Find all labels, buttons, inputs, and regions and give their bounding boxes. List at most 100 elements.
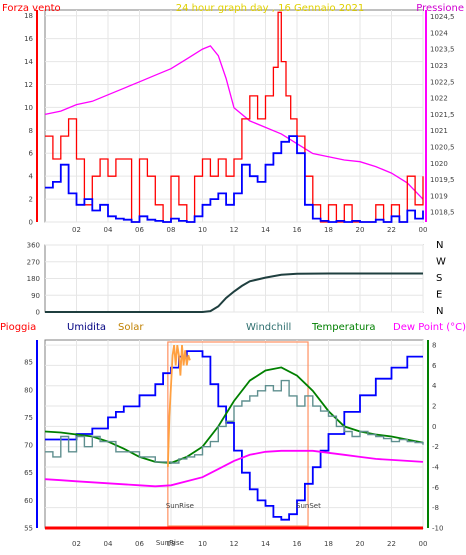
compass-label: N <box>436 240 443 251</box>
y-right-tick-label: 1022 <box>430 95 448 103</box>
y-right-tick-label: 1023 <box>430 62 448 70</box>
y-right-tick-label: -6 <box>432 484 440 492</box>
x-tick-label: 16 <box>293 540 302 548</box>
series-line-direction <box>45 272 423 313</box>
y-left-tick-label: 2 <box>29 196 33 204</box>
y-left-tick-label: 85 <box>24 359 33 367</box>
y-left-tick-label: 10 <box>24 104 33 112</box>
chart3-annotations: SunRise SunSet SunRise <box>156 502 321 547</box>
y-left-tick-label: 0 <box>36 309 40 317</box>
wind-axis-title: Forza vento <box>2 3 61 14</box>
y-left-tick-label: 180 <box>27 275 40 283</box>
y-left-tick-label: 6 <box>29 150 34 158</box>
x-tick-label: 16 <box>293 226 302 234</box>
x-tick-label: 12 <box>230 226 239 234</box>
compass-label: S <box>436 273 442 284</box>
y-right-tick-label: 1024,5 <box>430 13 455 21</box>
legend-entry: Pioggia <box>0 322 36 333</box>
y-left-tick-label: 16 <box>24 35 33 43</box>
x-tick-label: 02 <box>72 540 81 548</box>
series-line-pressione <box>44 45 424 200</box>
series-line-windchill <box>45 379 424 464</box>
y-right-tick-label: 0 <box>432 423 436 431</box>
x-tick-label: 04 <box>104 540 113 548</box>
chart2-left-ticks: 0 90 180 270 360 <box>27 242 40 317</box>
x-tick-label: 22 <box>387 540 396 548</box>
legend-entry: Windchill <box>246 322 291 333</box>
y-right-tick-label: 4 <box>432 382 437 390</box>
chart1-background <box>0 0 466 237</box>
chart-title: 24 hour graph day , 16 Gennaio 2021 <box>176 3 365 14</box>
series-line-vento <box>45 135 424 223</box>
x-tick-label: 00 <box>419 540 428 548</box>
y-left-tick-label: 55 <box>24 525 33 533</box>
x-tick-label: 02 <box>72 226 81 234</box>
x-tick-label: 20 <box>356 226 365 234</box>
x-tick-label: 08 <box>167 226 176 234</box>
x-tick-label: 06 <box>135 540 144 548</box>
series-line-dew-point <box>44 449 424 488</box>
temperature-humidity-chart: Pioggia Umidita Solar Windchill Temperatura D… <box>0 322 466 548</box>
chart3-left-ticks: 55 60 65 70 75 80 85 <box>24 359 33 533</box>
chart1-x-ticks: 02 04 06 08 10 12 14 16 18 20 22 00 <box>72 226 427 234</box>
series-line-raffica <box>45 11 424 223</box>
y-left-tick-label: 0 <box>29 219 33 227</box>
legend-entry: Temperatura <box>311 322 376 333</box>
sun-annotation: SunRise <box>166 502 194 510</box>
chart3-daylight-box <box>167 341 309 527</box>
y-right-tick-label: 1018,5 <box>430 209 455 217</box>
y-left-tick-label: 60 <box>24 497 33 505</box>
x-tick-label: 08 <box>167 540 176 548</box>
x-tick-label: 22 <box>387 226 396 234</box>
chart3-legend: Pioggia Umidita Solar Windchill Temperatura D… <box>0 322 466 333</box>
x-tick-label: 00 <box>419 226 428 234</box>
y-left-tick-label: 90 <box>31 292 40 300</box>
y-right-tick-label: 1023,5 <box>430 46 455 54</box>
y-left-tick-label: 14 <box>24 58 33 66</box>
chart3-series <box>44 344 424 530</box>
x-tick-label: 18 <box>324 226 333 234</box>
y-right-tick-label: -2 <box>432 443 439 451</box>
chart3-right-ticks: -10 -8 -6 -4 -2 0 2 4 6 8 <box>432 342 443 533</box>
legend-entry: Solar <box>118 322 144 333</box>
y-right-tick-label: 1020,5 <box>430 143 455 151</box>
y-right-tick-label: 1021,5 <box>430 111 455 119</box>
x-tick-label: 10 <box>198 540 207 548</box>
y-left-tick-label: 8 <box>29 127 33 135</box>
series-line-umidita <box>45 350 423 521</box>
y-right-tick-label: -4 <box>432 464 440 472</box>
y-right-tick-label: 6 <box>432 362 437 370</box>
y-right-tick-label: 2 <box>432 403 436 411</box>
y-left-tick-label: 65 <box>24 469 33 477</box>
y-right-tick-label: 1020 <box>430 160 448 168</box>
legend-entry: Umidita <box>67 322 106 333</box>
series-line-solar <box>167 344 191 468</box>
chart1-series <box>44 11 424 223</box>
y-left-tick-label: 75 <box>24 414 33 422</box>
y-left-tick-label: 4 <box>29 173 34 181</box>
y-left-tick-label: 80 <box>24 386 33 394</box>
x-tick-label: 10 <box>198 226 207 234</box>
x-tick-label: 04 <box>104 226 113 234</box>
sun-annotation: SunRise <box>156 539 184 547</box>
y-right-tick-label: 1019,5 <box>430 176 455 184</box>
compass-label: E <box>436 290 442 301</box>
x-tick-label: 14 <box>261 540 270 548</box>
x-tick-label: 20 <box>356 540 365 548</box>
chart2-grid <box>45 244 424 313</box>
y-left-tick-label: 270 <box>27 258 40 266</box>
y-right-tick-label: 1019 <box>430 192 448 200</box>
y-right-tick-label: 1024 <box>430 29 448 37</box>
y-left-tick-label: 18 <box>24 12 33 20</box>
y-left-tick-label: 360 <box>27 242 40 250</box>
x-tick-label: 14 <box>261 226 270 234</box>
chart2-series <box>45 272 423 313</box>
legend-entry: Dew Point (°C) <box>393 322 466 333</box>
x-tick-label: 18 <box>324 540 333 548</box>
compass-label: N <box>436 306 443 317</box>
y-right-tick-label: 1021 <box>430 127 448 135</box>
chart1-left-ticks: 0 2 4 6 8 10 12 14 16 18 <box>24 12 33 226</box>
